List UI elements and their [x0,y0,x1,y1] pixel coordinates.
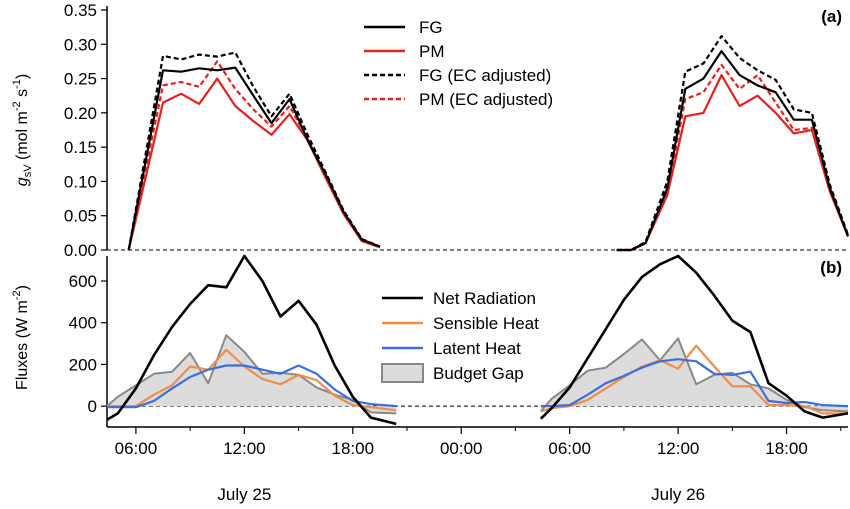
budget-gap-area-day1 [107,335,397,414]
x-tick-label: 18:00 [332,439,375,458]
panel-a-y-tick-label: 0.15 [64,138,97,157]
panel-a-y-tick-label: 0.00 [64,241,97,260]
x-tick-label: 12:00 [223,439,266,458]
panel-a-series-fg-ec-adjusted--day1 [127,51,381,251]
legend-swatch [381,363,424,383]
legend-label: FG (EC adjusted) [419,66,551,85]
legend-label: FG [419,18,443,37]
panel-b-y-tick-label: 600 [69,272,97,291]
budget-gap-line-day1 [106,334,397,415]
legend-label: PM (EC adjusted) [419,90,553,109]
x-tick-label: 06:00 [115,439,158,458]
x-tick-label: 00:00 [440,439,483,458]
panel-a-series-fg-ec-adjusted--day2 [616,34,850,252]
panel-a: 0.00 0.05 0.10 0.15 0.20 0.25 0.30 0.35 gsV (mol… [11,1,850,260]
y-label-part: -2 [11,290,23,300]
legend-label: Budget Gap [433,364,524,383]
panel-b-y-tick-label: 200 [69,355,97,374]
y-label-exponent: -1 [11,79,23,89]
panel-b-series-sensible-heat-day2 [540,344,848,415]
panel-b-y-tick-label: 0 [88,397,97,416]
legend-label: Sensible Heat [433,314,539,333]
panel-a-y-tick-label: 0.20 [64,104,97,123]
panel-a-y-tick-label: 0.30 [64,35,97,54]
x-tick-label: 06:00 [548,439,591,458]
legend-label: PM [419,42,445,61]
panel-a-y-tick-label: 0.25 [64,70,97,89]
panel-b-y-tick-label: 400 [69,314,97,333]
y-label-exponent: -2 [11,101,23,111]
panel-a-y-tick-label: 0.05 [64,207,97,226]
x-tick-label: 12:00 [657,439,700,458]
panel-b-series-latent-heat-day1 [107,364,397,409]
y-label-symbol: g [14,177,31,186]
panel-b-series-net-radiation-day1 [106,254,397,426]
panel-a-series-fg-day1 [127,66,381,251]
panel-a-label: (a) [821,7,842,26]
panel-b-legend: Net Radiation Sensible Heat Latent Heat Bud… [381,289,539,383]
panel-b-series-net-radiation-day2 [539,254,849,420]
panel-b: 0 200 400 600 Fluxes (W m-2) (b) 06:00 12:00 18:… [11,254,849,504]
y-label-subscript: sV [22,164,34,178]
panel-a-series-pm-day1 [127,77,381,251]
y-label-unit: s [14,89,31,101]
legend-label: Net Radiation [433,289,536,308]
panel-a-y-label: gsV (mol m-2 s-1) [11,74,34,186]
day-label-july-25: July 25 [217,485,271,504]
budget-gap-area-day2 [540,338,848,412]
panel-b-series-latent-heat-day2 [540,358,849,408]
y-label-part: ) [14,285,31,290]
y-label-part: Fluxes (W m [14,300,31,390]
panel-a-series-fg-day2 [616,49,850,252]
legend-label: Latent Heat [433,339,521,358]
x-tick-label: 18:00 [765,439,808,458]
y-label-unit: (mol m [14,111,31,164]
day-label-july-26: July 26 [651,485,705,504]
panel-b-y-label: Fluxes (W m-2) [11,285,31,390]
y-label-unit: ) [14,74,31,79]
panel-a-y-tick-label: 0.10 [64,172,97,191]
panel-a-y-tick-label: 0.35 [64,1,97,20]
panel-b-label: (b) [820,258,842,277]
panel-a-legend: FG PM FG (EC adjusted) PM (EC adjusted) [364,18,553,109]
